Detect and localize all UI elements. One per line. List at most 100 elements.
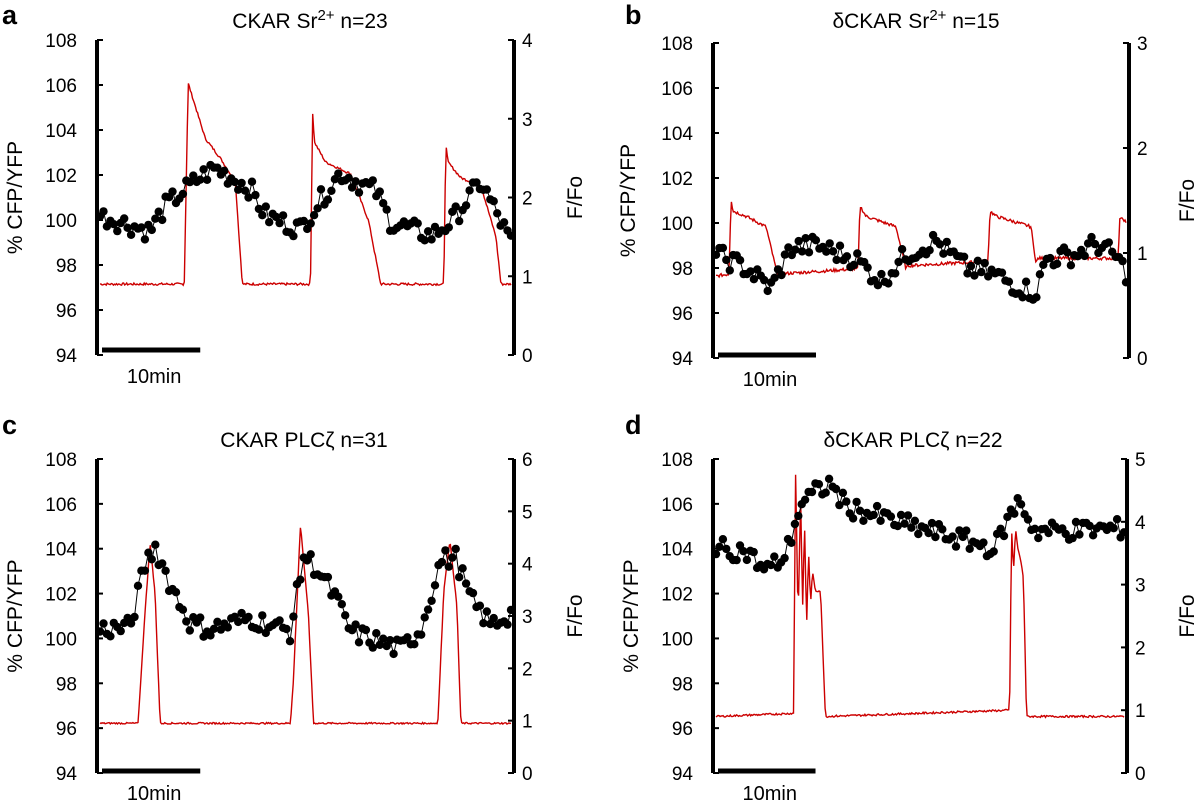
left-tick-label: 106 [661, 495, 693, 516]
cfp-yfp-point [344, 173, 353, 182]
panel-letter: d [625, 410, 642, 440]
cfp-yfp-point [99, 207, 108, 216]
cfp-yfp-point [811, 236, 821, 245]
cfp-yfp-point [907, 523, 916, 532]
cfp-yfp-point [842, 497, 851, 506]
cfp-yfp-point [1018, 293, 1027, 302]
cfp-yfp-point [403, 633, 412, 642]
cfp-yfp-point [289, 231, 298, 241]
cfp-yfp-point [199, 165, 208, 174]
cfp-yfp-point [251, 190, 260, 200]
left-tick-label: 102 [661, 169, 693, 190]
cfp-yfp-point [106, 632, 115, 641]
cfp-yfp-point [1021, 277, 1031, 286]
left-tick-label: 104 [661, 124, 693, 145]
cfp-yfp-point [1121, 278, 1131, 287]
cfp-yfp-point [855, 506, 865, 515]
cfp-yfp-point [835, 500, 844, 510]
cfp-yfp-point [237, 608, 246, 618]
cfp-yfp-point [113, 226, 122, 236]
calcium-trace [715, 474, 1125, 719]
cfp-yfp-point [948, 532, 957, 541]
cfp-yfp-point [244, 612, 253, 622]
cfp-yfp-point [958, 532, 968, 542]
cfp-yfp-point [354, 188, 364, 197]
cfp-yfp-point [777, 270, 786, 280]
panel-letter: c [2, 410, 17, 440]
cfp-yfp-point [385, 636, 395, 645]
cfp-yfp-point [351, 620, 360, 629]
cfp-yfp-point [1083, 239, 1093, 248]
left-tick-label: 96 [672, 719, 693, 740]
cfp-yfp-point [962, 526, 971, 535]
cfp-yfp-point [244, 193, 253, 202]
left-axis-label: % CFP/YFP [4, 141, 27, 254]
cfp-yfp-point [161, 566, 170, 575]
left-tick-label: 108 [661, 450, 693, 471]
left-tick-label: 102 [45, 166, 77, 187]
cfp-yfp-point [234, 617, 243, 627]
cfp-yfp-point [323, 195, 333, 204]
cfp-yfp-point [939, 249, 948, 258]
cfp-yfp-point [984, 272, 993, 281]
cfp-yfp-point [822, 247, 831, 256]
cfp-yfp-point [209, 624, 219, 633]
cfp-yfp-point [893, 521, 902, 531]
cfp-yfp-point [999, 531, 1009, 541]
cfp-yfp-point [313, 204, 322, 213]
cfp-yfp-point [289, 612, 298, 621]
right-tick-label: 1 [1137, 244, 1148, 265]
cfp-yfp-point [722, 544, 731, 554]
cfp-yfp-point [749, 547, 758, 557]
cfp-yfp-point [966, 261, 976, 271]
right-tick-label: 2 [522, 659, 533, 680]
cfp-yfp-point [831, 484, 841, 494]
left-tick-label: 100 [661, 629, 693, 650]
cfp-yfp-point [451, 202, 460, 211]
cfp-yfp-point [973, 256, 982, 265]
cfp-yfp-point [140, 566, 150, 575]
cfp-yfp-point [417, 630, 426, 639]
cfp-yfp-point [725, 266, 734, 275]
cfp-yfp-point [341, 611, 350, 620]
cfp-yfp-point [354, 638, 364, 647]
cfp-yfp-point [448, 553, 457, 562]
cfp-yfp-point [711, 549, 721, 559]
cfp-yfp-point [900, 519, 909, 528]
left-tick-label: 100 [45, 211, 77, 232]
cfp-yfp-point [1104, 238, 1114, 247]
cfp-yfp-point [1035, 270, 1045, 279]
right-tick-label: 2 [1135, 638, 1146, 659]
left-tick-label: 100 [661, 214, 693, 235]
cfp-yfp-point [780, 250, 790, 259]
panel-b: b δCKAR Sr2+ n=15 94 96 98 100 102 104 106 108 0 1 2… [617, 0, 1199, 391]
cfp-yfp-point [247, 177, 257, 186]
right-tick-label: 5 [1135, 450, 1146, 471]
cfp-yfp-point [237, 178, 246, 188]
right-tick-label: 0 [522, 764, 533, 785]
cfp-yfp-point [1044, 528, 1053, 538]
cfp-yfp-point [368, 643, 377, 652]
cfp-yfp-point [1087, 232, 1096, 242]
left-tick-label: 106 [45, 76, 77, 97]
cfp-yfp-point [468, 588, 478, 598]
cfp-yfp-point [1016, 500, 1026, 509]
cfp-yfp-point [126, 619, 136, 628]
left-tick-label: 98 [672, 259, 693, 280]
cfp-yfp-point [804, 248, 814, 257]
cfp-yfp-point [753, 265, 762, 274]
cfp-yfp-point [206, 631, 215, 640]
cfp-yfp-point [914, 529, 923, 539]
cfp-yfp-point [465, 186, 474, 195]
cfp-yfp-point [787, 538, 796, 547]
left-tick-label: 104 [45, 540, 77, 561]
cfp-yfp-point [427, 596, 436, 605]
cfp-yfp-point [306, 550, 315, 559]
right-tick-label: 3 [522, 607, 533, 628]
cfp-yfp-point [213, 163, 222, 172]
left-tick-label: 98 [672, 674, 693, 695]
cfp-yfp-point [927, 518, 937, 528]
cfp-yfp-point [327, 186, 336, 195]
right-tick-label: 3 [522, 110, 533, 131]
cfp-yfp-point [461, 579, 471, 588]
